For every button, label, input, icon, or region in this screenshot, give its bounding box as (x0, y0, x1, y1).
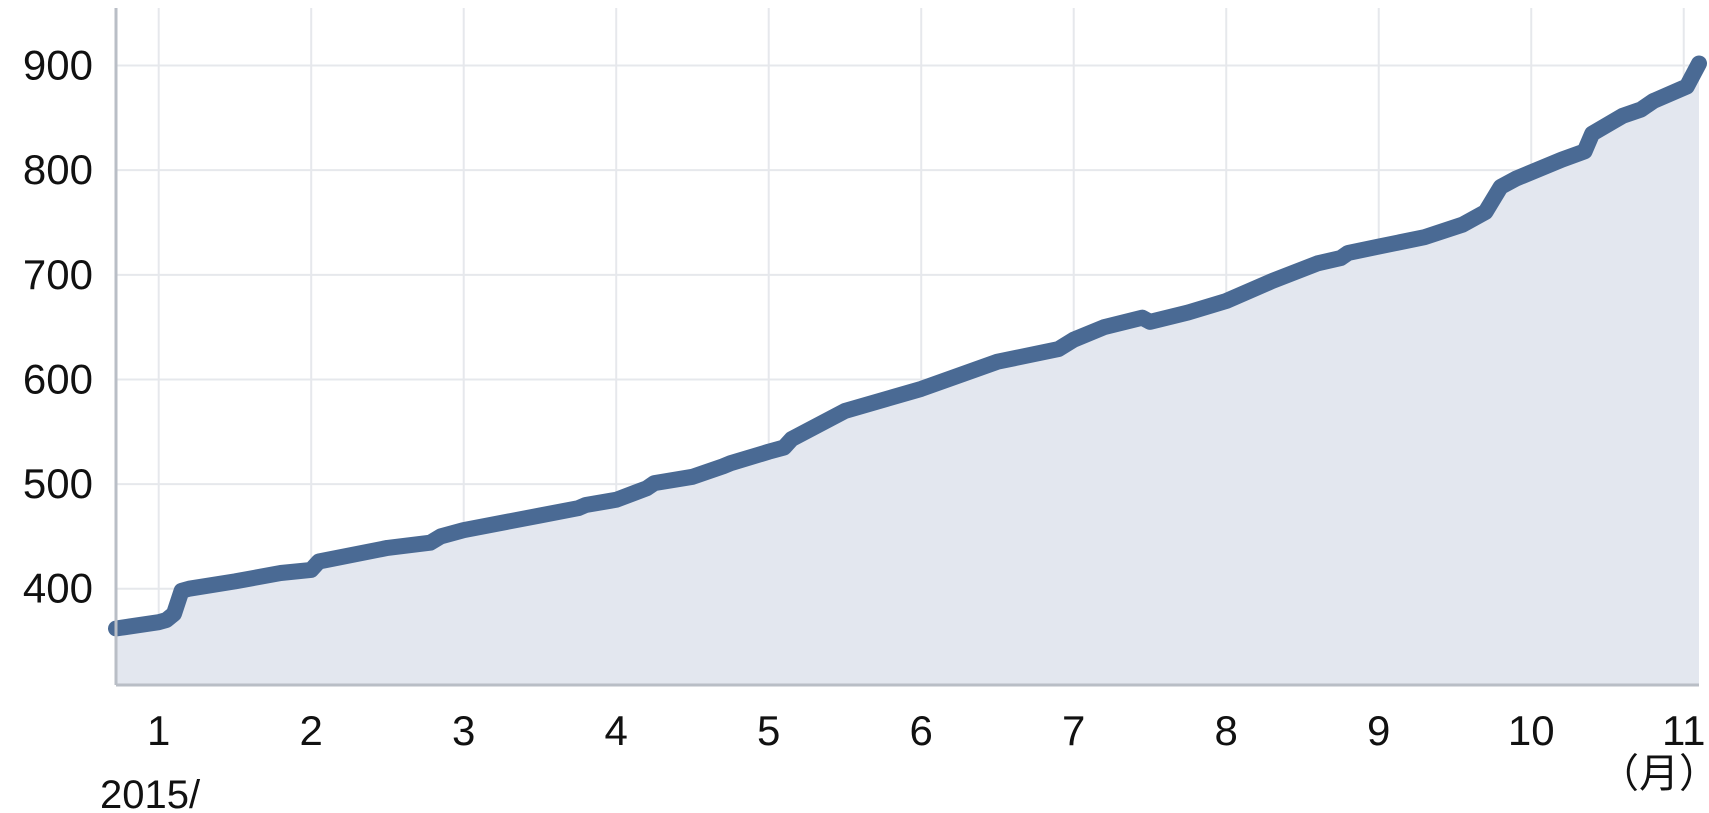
year-label: 2015/ (100, 773, 201, 813)
x-tick-label: 8 (1215, 707, 1238, 754)
series-area (116, 64, 1699, 686)
x-tick-label: 2 (300, 707, 323, 754)
x-tick-labels: 1 2 3 4 5 6 7 8 9 10 11 (147, 707, 1706, 754)
x-tick-label: 9 (1367, 707, 1390, 754)
y-tick-label: 400 (23, 565, 93, 612)
x-tick-label: 3 (452, 707, 475, 754)
area-layer (116, 64, 1699, 686)
y-tick-label: 900 (23, 42, 93, 89)
x-tick-label: 1 (147, 707, 170, 754)
x-tick-label: 7 (1062, 707, 1085, 754)
x-tick-label: 5 (757, 707, 780, 754)
y-tick-label: 800 (23, 146, 93, 193)
x-unit-label: （月） (1599, 752, 1709, 796)
x-tick-label: 6 (910, 707, 933, 754)
y-tick-label: 500 (23, 460, 93, 507)
x-tick-label: 4 (605, 707, 628, 754)
y-tick-labels: 400 500 600 700 800 900 (23, 42, 93, 612)
y-tick-label: 600 (23, 355, 93, 402)
y-tick-label: 700 (23, 251, 93, 298)
x-tick-label: 10 (1508, 707, 1555, 754)
x-tick-label: 11 (1662, 707, 1706, 754)
